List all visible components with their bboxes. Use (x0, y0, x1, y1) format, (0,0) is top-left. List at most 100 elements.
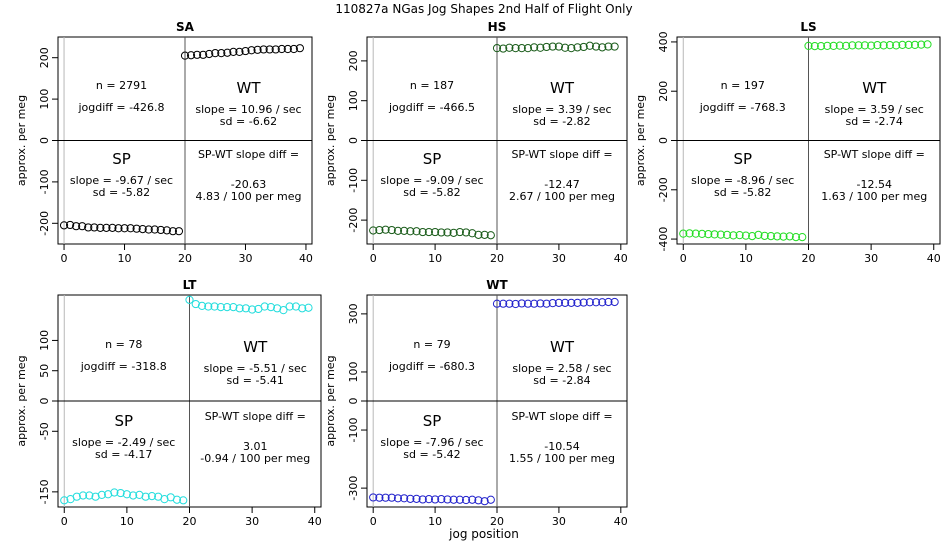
y-tick-label: 200 (38, 47, 51, 68)
data-point (823, 41, 832, 50)
y-axis-label: approx. per meg (324, 95, 337, 186)
data-point (773, 232, 782, 241)
data-point (229, 303, 238, 312)
data-point (461, 228, 471, 237)
data-point (904, 40, 913, 49)
annotation-diff-label: SP-WT slope diff = (511, 148, 612, 161)
data-point (412, 494, 421, 503)
data-point (78, 491, 88, 500)
y-tick-label: 200 (347, 50, 360, 71)
data-point (697, 229, 707, 238)
data-point (241, 46, 250, 56)
annotation-n: n = 197 (721, 79, 765, 92)
data-point (585, 41, 594, 50)
figure-title: 110827a NGas Jog Shapes 2nd Half of Flig… (335, 2, 632, 16)
data-point (191, 299, 200, 309)
data-point (265, 45, 274, 54)
data-point (235, 47, 244, 57)
data-point (511, 44, 520, 53)
data-point (567, 44, 576, 53)
data-point (260, 302, 269, 311)
data-point (271, 45, 280, 54)
data-point (443, 228, 452, 237)
annotation-wt-slope: slope = 2.58 / sec (512, 362, 611, 375)
data-point (120, 224, 129, 233)
data-point (523, 299, 533, 308)
panel-sa: SA 0 10 20 30 40 -200 -100 0 100 200 approx. per me… (15, 20, 313, 265)
annotation-n: n = 2791 (96, 79, 147, 92)
data-point (223, 48, 232, 57)
annotation-sp-label: SP (733, 150, 752, 168)
data-point (279, 306, 288, 315)
data-point (116, 488, 125, 498)
data-point (102, 223, 111, 232)
data-point (716, 230, 725, 239)
data-point (393, 494, 403, 503)
data-point (412, 227, 421, 236)
panel-ls: LS 0 10 20 30 40 -400 -200 0 200 400 approx. per me… (634, 20, 941, 265)
data-point (791, 233, 801, 242)
x-tick-label: 20 (802, 252, 816, 265)
annotation-sp-slope: slope = -8.96 / sec (691, 174, 794, 187)
annotation-diff-per: 1.55 / 100 per meg (509, 452, 615, 465)
data-point (375, 493, 384, 502)
annotation-n: n = 79 (413, 338, 450, 351)
data-point (704, 230, 713, 239)
data-point (192, 50, 202, 59)
data-point (536, 43, 545, 52)
data-point (910, 40, 920, 49)
data-point (480, 230, 489, 239)
x-tick-label: 10 (428, 515, 442, 528)
x-tick-label: 20 (490, 515, 504, 528)
data-point (492, 299, 502, 308)
data-point (449, 495, 458, 504)
data-point (685, 229, 694, 238)
y-tick-label: -100 (347, 418, 360, 443)
x-tick-label: 30 (864, 252, 878, 265)
data-point (867, 41, 876, 50)
data-point (114, 224, 123, 233)
panel-wt: WT 0 10 20 30 40 -300 -100 0 100 300 approx. per me… (324, 278, 628, 528)
data-point (85, 491, 94, 500)
data-point (229, 47, 238, 57)
data-point (554, 42, 564, 51)
data-point (505, 299, 514, 308)
data-point (517, 299, 526, 308)
annotation-wt-slope: slope = -5.51 / sec (204, 362, 307, 375)
data-point (387, 225, 396, 235)
data-point (779, 232, 788, 241)
annotation-diff-label: SP-WT slope diff = (511, 410, 612, 423)
x-tick-label: 20 (183, 515, 197, 528)
annotation-wt-sd: sd = -5.41 (227, 374, 284, 387)
data-point (679, 229, 688, 238)
data-point (923, 40, 932, 49)
y-tick-label: 200 (657, 81, 670, 102)
data-point (430, 495, 440, 504)
x-tick-label: 0 (61, 252, 68, 265)
annotation-sp-slope: slope = -9.09 / sec (380, 174, 483, 187)
data-point (536, 299, 545, 308)
annotation-diff-per: 1.63 / 100 per meg (821, 190, 927, 203)
data-point (406, 494, 415, 503)
data-point (211, 49, 220, 58)
data-point (579, 42, 588, 52)
panel-title: LS (800, 20, 816, 34)
data-point (141, 492, 150, 501)
data-point (785, 232, 794, 241)
data-point (180, 51, 190, 60)
annotation-diff-label: SP-WT slope diff = (824, 148, 925, 161)
data-point (150, 225, 159, 234)
x-tick-label: 40 (927, 252, 941, 265)
annotation-diff-label: SP-WT slope diff = (205, 410, 306, 423)
data-point (96, 223, 105, 232)
annotation-sp-sd: sd = -5.42 (403, 448, 460, 461)
data-point (585, 298, 594, 307)
data-point (172, 495, 182, 504)
data-point (455, 227, 464, 237)
data-point (168, 227, 178, 236)
y-tick-label: -200 (347, 208, 360, 233)
x-tick-label: 30 (245, 515, 259, 528)
data-point (898, 40, 907, 49)
x-tick-label: 10 (120, 515, 134, 528)
data-point (132, 224, 141, 233)
